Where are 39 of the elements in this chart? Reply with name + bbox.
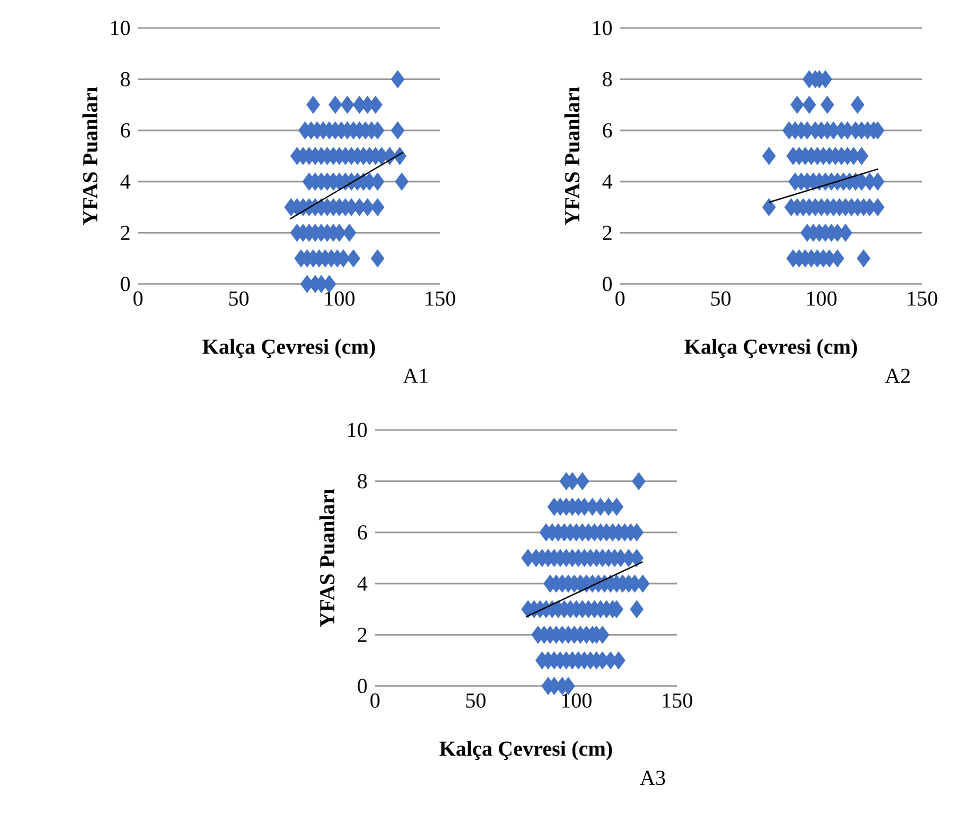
x-axis-title: Kalça Çevresi (cm) — [684, 338, 857, 358]
x-tick-label: 50 — [711, 291, 731, 306]
y-tick-label: 4 — [120, 174, 130, 189]
x-tick-label: 0 — [133, 291, 143, 306]
y-tick-label: 0 — [602, 276, 612, 292]
x-tick-label: 50 — [229, 291, 249, 306]
x-axis-title: Kalça Çevresi (cm) — [202, 338, 375, 358]
text: A1 — [403, 368, 428, 383]
y-tick-label: 10 — [111, 20, 130, 36]
y-axis-title: YFAS Puanları — [564, 86, 580, 226]
y-tick-label: 10 — [593, 20, 612, 36]
y-tick-label: 6 — [358, 525, 367, 540]
y-tick-label: 2 — [602, 226, 612, 240]
y-tick-label: 8 — [358, 474, 367, 488]
x-tick-label: 150 — [426, 291, 456, 306]
x-tick-label: 150 — [908, 291, 938, 306]
x-tick-label: 50 — [466, 693, 486, 708]
y-tick-label: 0 — [358, 678, 367, 694]
y-tick-label: 10 — [348, 422, 367, 438]
y-tick-label: 4 — [357, 576, 368, 591]
text: A2 — [885, 368, 910, 383]
y-tick-label: 0 — [120, 276, 130, 292]
x-tick-label: 100 — [807, 291, 837, 306]
y-tick-label: 8 — [120, 72, 130, 86]
x-tick-label: 0 — [370, 693, 380, 708]
y-tick-label: 2 — [358, 628, 366, 642]
y-tick-label: 8 — [602, 72, 612, 86]
x-axis-title: Kalça Çevresi (cm) — [439, 740, 612, 760]
y-axis-title: YFAS Puanları — [319, 488, 334, 628]
x-tick-label: 0 — [615, 291, 625, 306]
x-tick-label: 100 — [562, 693, 592, 708]
y-tick-label: 2 — [120, 226, 130, 240]
x-tick-label: 150 — [662, 693, 692, 708]
y-tick-label: 6 — [602, 123, 612, 138]
text: A3 — [640, 770, 666, 786]
y-tick-label: 6 — [120, 123, 130, 138]
x-tick-label: 100 — [325, 291, 355, 306]
y-axis-title: YFAS Puanları — [82, 86, 98, 226]
y-tick-label: 4 — [602, 174, 612, 189]
